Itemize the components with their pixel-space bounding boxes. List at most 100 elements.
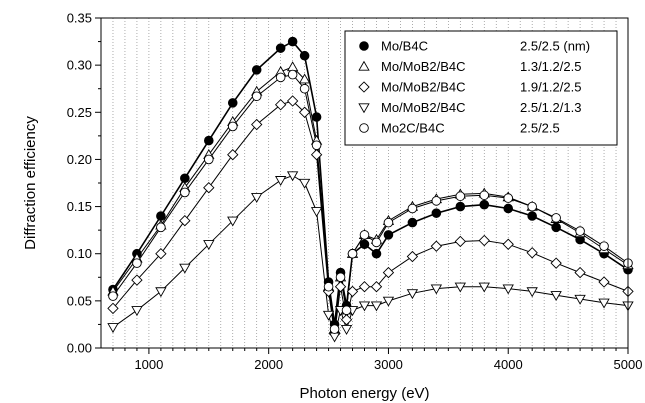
data-point xyxy=(179,263,191,274)
data-point xyxy=(358,301,371,312)
data-point xyxy=(227,216,239,227)
data-point xyxy=(335,272,346,283)
data-point xyxy=(526,287,538,298)
data-point xyxy=(430,240,443,252)
data-point xyxy=(370,281,383,293)
data-point xyxy=(298,178,311,189)
legend: Mo/B4C 2.5/2.5 (nm) Mo/MoB2/B4C 1.3/1.2/2.5… xyxy=(344,30,618,146)
data-point xyxy=(503,203,514,214)
data-point xyxy=(359,239,370,250)
data-point xyxy=(598,276,610,288)
x-tick-label: 2000 xyxy=(254,357,283,372)
data-point xyxy=(287,36,298,47)
data-point xyxy=(502,284,514,295)
x-tick-label: 5000 xyxy=(614,357,643,372)
x-axis-title: Photon energy (eV) xyxy=(299,385,429,402)
data-point xyxy=(479,190,490,201)
y-tick-label: 0.20 xyxy=(67,152,92,167)
data-point xyxy=(334,281,347,293)
data-point xyxy=(598,298,610,309)
data-point xyxy=(131,274,143,286)
data-point xyxy=(527,211,537,221)
data-point xyxy=(108,291,118,301)
legend-label: Mo/MoB2/B4C xyxy=(381,59,466,74)
y-tick-label: 0.15 xyxy=(67,199,92,214)
data-point xyxy=(599,241,609,251)
data-point xyxy=(346,285,359,298)
legend-params: 2.5/1.2/1.3 xyxy=(520,100,581,115)
data-point xyxy=(341,305,352,316)
data-point xyxy=(322,310,335,321)
data-point xyxy=(311,140,322,151)
data-point xyxy=(574,294,586,305)
data-point xyxy=(406,250,419,263)
y-tick-label: 0.00 xyxy=(67,341,92,356)
y-tick-label: 0.25 xyxy=(67,105,92,120)
data-point xyxy=(155,248,167,260)
legend-params: 1.3/1.2/2.5 xyxy=(520,59,581,74)
data-point xyxy=(574,266,586,279)
data-point xyxy=(287,69,298,80)
data-point xyxy=(575,226,585,236)
data-point xyxy=(323,281,334,292)
legend-label: Mo/MoB2/B4C xyxy=(381,100,466,115)
data-point xyxy=(431,196,442,206)
data-point xyxy=(227,98,238,108)
y-tick-label: 0.35 xyxy=(67,11,92,26)
data-point xyxy=(298,73,311,84)
data-point xyxy=(407,203,418,214)
data-point xyxy=(286,95,299,107)
data-point xyxy=(431,208,442,218)
x-tick-label: 4000 xyxy=(494,357,523,372)
data-point xyxy=(251,65,262,75)
y-tick-labels: 0.00 0.05 0.10 0.15 0.20 0.25 0.30 0.35 xyxy=(67,11,92,356)
legend-marker xyxy=(358,81,370,93)
data-point xyxy=(107,323,119,334)
data-point xyxy=(455,191,466,201)
data-point xyxy=(251,193,263,203)
data-point xyxy=(298,106,311,118)
legend-marker xyxy=(359,123,369,133)
axes-ticks xyxy=(95,17,629,354)
data-point xyxy=(370,301,383,312)
data-point xyxy=(358,281,371,293)
data-point xyxy=(382,266,395,279)
data-point xyxy=(478,234,490,247)
legend-marker xyxy=(358,60,370,71)
legend-label: Mo/B4C xyxy=(381,39,428,54)
data-point xyxy=(107,302,119,315)
data-point xyxy=(131,306,143,317)
x-tick-labels: 1000 2000 3000 4000 5000 xyxy=(134,357,642,372)
data-point xyxy=(340,314,353,326)
data-point xyxy=(275,72,286,83)
y-tick-label: 0.05 xyxy=(67,293,92,308)
legend-box xyxy=(344,30,618,146)
data-point xyxy=(311,112,322,122)
y-tick-label: 0.10 xyxy=(67,246,92,261)
legend-marker xyxy=(359,41,369,51)
data-point xyxy=(551,222,561,233)
data-point xyxy=(550,291,562,302)
data-point xyxy=(503,193,514,203)
data-point xyxy=(478,282,490,293)
data-point xyxy=(371,248,382,259)
data-point xyxy=(299,83,310,94)
y-axis-title: Diffraction efficiency xyxy=(22,116,39,250)
data-point xyxy=(203,182,215,194)
data-point xyxy=(180,173,190,184)
legend-marker xyxy=(358,103,370,114)
legend-params: 2.5/2.5 (nm) xyxy=(520,39,590,54)
data-point xyxy=(251,118,263,131)
data-point xyxy=(274,176,287,186)
data-point xyxy=(526,247,538,259)
data-point xyxy=(310,207,323,218)
data-point xyxy=(156,211,166,221)
data-point xyxy=(204,135,214,146)
data-point xyxy=(382,296,395,307)
data-point xyxy=(383,217,394,228)
data-point xyxy=(430,284,443,295)
data-point xyxy=(329,324,340,334)
data-point xyxy=(340,325,353,335)
data-point xyxy=(155,287,167,298)
